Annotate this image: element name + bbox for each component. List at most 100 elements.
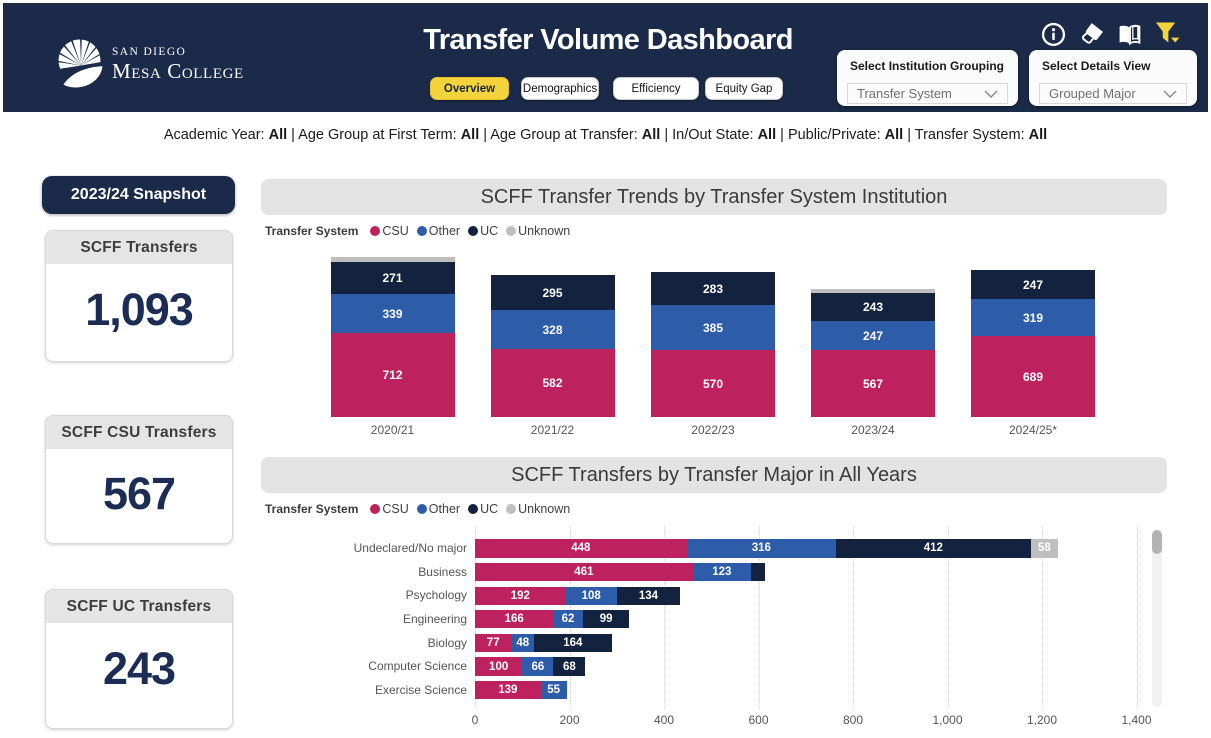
slicer-card-institution-grouping: Select Institution Grouping Transfer Syst… — [837, 50, 1018, 106]
bar-segment-Biology-csu[interactable]: 77 — [475, 633, 512, 653]
chart1-legend: Transfer System CSU Other UC Unknown — [265, 223, 578, 239]
slicer-value: Transfer System — [857, 86, 952, 101]
legend-item-uc[interactable]: UC — [468, 224, 498, 238]
column-segment-2023/24-unknown[interactable] — [811, 289, 935, 293]
tab-demographics[interactable]: Demographics — [521, 77, 599, 100]
legend-title: Transfer System — [265, 224, 359, 238]
bar-segment-Computer Science-other[interactable]: 66 — [522, 657, 554, 676]
column-segment-2021/22-csu[interactable]: 582 — [490, 349, 615, 417]
legend-label: UC — [480, 224, 499, 238]
filter-icon[interactable] — [1155, 21, 1180, 47]
legend-label: Other — [428, 502, 461, 516]
chart2-legend: Transfer System CSU Other UC Unknown — [265, 501, 578, 517]
slicer-label: Select Institution Grouping — [850, 59, 1004, 73]
bar-segment-Undeclared/No major-csu[interactable]: 448 — [475, 539, 687, 558]
legend-item-unknown[interactable]: Unknown — [506, 502, 570, 516]
column-segment-2020/21-unknown[interactable] — [330, 257, 455, 262]
bar-segment-Engineering-other[interactable]: 62 — [553, 610, 583, 629]
scrollbar-track[interactable] — [1152, 530, 1162, 707]
bar-segment-value: 77 — [486, 636, 500, 649]
x-axis-tick-label: 400 — [653, 713, 675, 727]
kpi-card-title: SCFF UC Transfers — [46, 590, 232, 623]
column-segment-2020/21-other[interactable]: 339 — [330, 294, 455, 333]
tab-equity-gap[interactable]: Equity Gap — [705, 77, 783, 100]
legend-item-unknown[interactable]: Unknown — [506, 224, 570, 238]
bar-segment-value: 68 — [563, 660, 576, 673]
filter-item: Age Group at Transfer: All — [490, 127, 661, 143]
slicer-label: Select Details View — [1042, 59, 1151, 73]
column-segment-2024/25*-other[interactable]: 319 — [971, 299, 1095, 336]
bar-segment-value: 48 — [516, 636, 530, 649]
column-segment-2021/22-other[interactable]: 328 — [490, 310, 615, 349]
column-segment-2023/24-csu[interactable]: 567 — [811, 350, 935, 417]
bar-segment-Business-csu[interactable]: 461 — [475, 562, 693, 582]
column-segment-value: 271 — [382, 271, 403, 285]
bar-segment-Undeclared/No major-uc[interactable]: 412 — [836, 539, 1031, 558]
bar-segment-value: 412 — [923, 542, 943, 555]
legend-item-uc[interactable]: UC — [468, 502, 498, 516]
bar-segment-Undeclared/No major-unknown[interactable]: 58 — [1030, 539, 1059, 558]
legend-dot — [506, 504, 517, 514]
filter-item: Transfer System: All — [914, 127, 1048, 143]
column-segment-2024/25*-csu[interactable]: 689 — [971, 336, 1095, 417]
column-segment-2020/21-csu[interactable]: 712 — [330, 333, 455, 417]
page-title: Transfer Volume Dashboard — [423, 24, 793, 56]
filter-item: Public/Private: All — [787, 127, 904, 143]
legend-item-csu[interactable]: CSU — [370, 502, 409, 516]
bar-segment-value: 58 — [1037, 542, 1051, 555]
legend-label: Unknown — [518, 502, 571, 516]
column-segment-value: 243 — [862, 300, 884, 314]
bar-segment-Business-uc[interactable] — [750, 562, 766, 582]
bar-segment-value: 62 — [561, 613, 575, 626]
legend-label: Other — [428, 224, 461, 238]
bar-segment-Exercise Science-csu[interactable]: 139 — [475, 681, 541, 700]
bar-category-label: Engineering — [402, 611, 467, 626]
column-segment-2022/23-other[interactable]: 385 — [651, 305, 775, 350]
tab-overview[interactable]: Overview — [430, 77, 509, 100]
bar-segment-Biology-other[interactable]: 48 — [511, 633, 535, 653]
bar-segment-Computer Science-csu[interactable]: 100 — [475, 657, 523, 676]
bar-segment-Undeclared/No major-other[interactable]: 316 — [686, 539, 836, 558]
x-axis-tick-label: 600 — [748, 713, 769, 727]
column-segment-2023/24-other[interactable]: 247 — [811, 321, 935, 350]
bar-segment-value: 108 — [581, 589, 601, 602]
kpi-card-value: 243 — [102, 643, 176, 694]
column-segment-2023/24-uc[interactable]: 243 — [811, 293, 935, 321]
kpi-card-title: SCFF Transfers — [46, 231, 232, 264]
slicer-dropdown[interactable]: Grouped Major — [1039, 83, 1187, 104]
legend-label: CSU — [382, 224, 409, 238]
info-icon[interactable] — [1041, 21, 1066, 47]
kpi-card-value: 567 — [102, 467, 176, 519]
scrollbar-thumb[interactable] — [1152, 530, 1162, 554]
legend-item-other[interactable]: Other — [416, 502, 461, 516]
bar-segment-Psychology-csu[interactable]: 192 — [475, 586, 566, 605]
kpi-card-scff-transfers: SCFF Transfers 1,093 — [45, 230, 233, 362]
college-logo: SAN DIEGO Mesa College — [56, 39, 316, 89]
book-icon[interactable] — [1117, 21, 1142, 47]
column-segment-2022/23-uc[interactable]: 283 — [651, 272, 775, 305]
kpi-card-scff-uc-transfers: SCFF UC Transfers 243 — [45, 589, 233, 729]
column-segment-2024/25*-uc[interactable]: 247 — [971, 270, 1095, 299]
chevron-down-icon — [984, 90, 998, 98]
kpi-card-value: 1,093 — [85, 284, 194, 335]
bar-segment-Engineering-csu[interactable]: 166 — [475, 610, 554, 629]
tab-efficiency[interactable]: Efficiency — [613, 77, 699, 100]
slicer-dropdown[interactable]: Transfer System — [847, 83, 1008, 104]
legend-item-csu[interactable]: CSU — [370, 224, 409, 238]
bar-segment-Business-other[interactable]: 123 — [692, 562, 751, 582]
column-segment-2022/23-csu[interactable]: 570 — [651, 350, 775, 417]
column-segment-value: 247 — [862, 328, 884, 343]
column-segment-2020/21-uc[interactable]: 271 — [330, 262, 455, 294]
eraser-icon[interactable] — [1079, 21, 1104, 47]
bar-segment-value: 134 — [638, 589, 659, 602]
bar-segment-Psychology-other[interactable]: 108 — [565, 586, 617, 605]
bar-segment-Engineering-uc[interactable]: 99 — [582, 610, 630, 629]
bar-chart: 0 200 400 600 800 1,000 1,200 1,400 Undeclared/N… — [261, 520, 1167, 735]
bar-segment-Computer Science-uc[interactable]: 68 — [553, 657, 586, 676]
column-segment-2021/22-uc[interactable]: 295 — [490, 275, 615, 310]
bar-segment-Psychology-uc[interactable]: 134 — [616, 586, 681, 605]
bar-segment-Biology-uc[interactable]: 164 — [534, 633, 612, 653]
bar-segment-value: 461 — [574, 565, 594, 578]
bar-segment-Exercise Science-other[interactable]: 55 — [540, 681, 567, 700]
legend-item-other[interactable]: Other — [416, 224, 461, 238]
